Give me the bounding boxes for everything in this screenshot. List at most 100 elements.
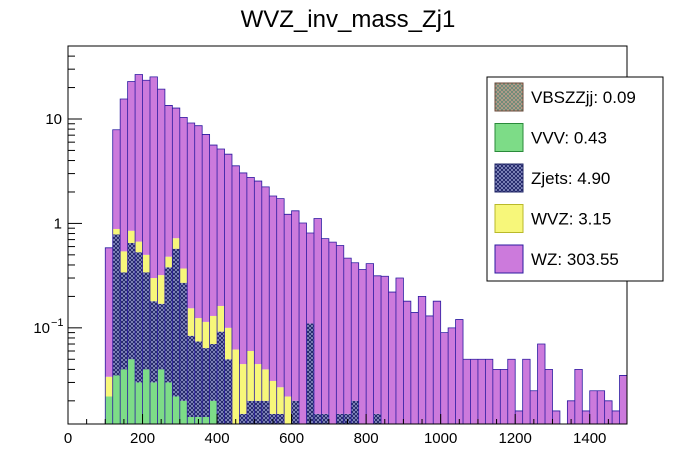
bar-wz-540 bbox=[269, 195, 277, 381]
bar-zjets-600 bbox=[291, 400, 300, 424]
bar-wz-360 bbox=[202, 134, 210, 322]
bar-wz-200 bbox=[142, 80, 150, 255]
bar-wz-220 bbox=[149, 76, 158, 279]
bar-wz-920 bbox=[410, 312, 419, 424]
bar-wz-1040 bbox=[455, 319, 464, 424]
bar-wz-580 bbox=[284, 214, 292, 397]
bar-wz-760 bbox=[351, 262, 359, 401]
bar-wvz-280 bbox=[172, 238, 180, 249]
bar-wz-440 bbox=[231, 165, 240, 350]
bar-zjets-480 bbox=[246, 400, 255, 424]
bar-wvz-140 bbox=[120, 251, 128, 273]
bar-wz-1360 bbox=[574, 369, 583, 424]
y-tick-label: 10 bbox=[33, 320, 50, 337]
bar-wz-1260 bbox=[537, 344, 546, 424]
series-vvv bbox=[105, 359, 218, 424]
bar-wz-1200 bbox=[515, 410, 523, 424]
bar-wvz-500 bbox=[254, 364, 262, 401]
bar-wz-1220 bbox=[522, 359, 531, 424]
bar-vvv-140 bbox=[120, 369, 128, 424]
x-tick-label: 800 bbox=[354, 430, 379, 447]
bar-wz-140 bbox=[120, 98, 128, 252]
bar-wz-160 bbox=[127, 81, 136, 231]
bar-vvv-100 bbox=[105, 396, 113, 424]
bar-wz-1060 bbox=[463, 359, 471, 424]
bar-wz-1480 bbox=[619, 375, 627, 424]
bar-wz-1400 bbox=[589, 390, 598, 424]
bar-wz-240 bbox=[157, 89, 165, 276]
bar-wz-680 bbox=[321, 238, 329, 414]
bar-wvz-460 bbox=[239, 364, 247, 414]
bar-zjets-280 bbox=[172, 248, 180, 397]
bar-wz-1100 bbox=[477, 359, 486, 424]
series-wvz bbox=[105, 228, 292, 424]
legend-swatch-vvv bbox=[494, 123, 524, 152]
bar-wz-1280 bbox=[545, 369, 553, 424]
bar-wz-120 bbox=[112, 129, 121, 229]
x-tick-label: 400 bbox=[205, 430, 230, 447]
bar-zjets-720 bbox=[336, 413, 344, 424]
x-tick-label: 200 bbox=[130, 430, 155, 447]
bar-wvz-340 bbox=[194, 318, 203, 342]
bar-wvz-220 bbox=[149, 278, 158, 302]
y-tick-exponent: −1 bbox=[51, 317, 64, 329]
bar-wz-840 bbox=[381, 276, 389, 424]
bar-zjets-400 bbox=[217, 331, 225, 424]
bar-wz-940 bbox=[418, 296, 426, 424]
bar-wz-1460 bbox=[612, 410, 620, 424]
bar-wvz-580 bbox=[284, 396, 292, 424]
bar-zjets-660 bbox=[313, 413, 322, 424]
bar-wz-1180 bbox=[507, 359, 516, 424]
bar-wvz-200 bbox=[142, 254, 150, 273]
bar-wvz-160 bbox=[127, 230, 136, 243]
bar-wz-900 bbox=[403, 301, 411, 424]
bar-zjets-180 bbox=[135, 252, 143, 383]
y-tick-label: 1 bbox=[54, 215, 62, 232]
plot-bars bbox=[97, 74, 628, 425]
bar-zjets-640 bbox=[306, 323, 314, 424]
bar-vvv-360 bbox=[202, 417, 210, 424]
bar-vvv-260 bbox=[164, 382, 173, 424]
bar-wz-1440 bbox=[604, 400, 613, 424]
bar-wz-1140 bbox=[492, 369, 501, 424]
bar-vvv-180 bbox=[135, 382, 143, 424]
series-zjets bbox=[112, 234, 382, 424]
bar-wz-800 bbox=[366, 263, 374, 424]
bar-wz-620 bbox=[299, 222, 307, 424]
bar-vvv-160 bbox=[127, 359, 136, 424]
bar-zjets-320 bbox=[187, 335, 195, 418]
bar-wz-960 bbox=[425, 315, 434, 424]
series-wz bbox=[105, 74, 627, 424]
bar-wz-260 bbox=[164, 105, 173, 257]
bar-wz-500 bbox=[254, 181, 262, 365]
bar-zjets-120 bbox=[112, 234, 121, 376]
bar-wvz-520 bbox=[261, 369, 270, 401]
bar-zjets-740 bbox=[343, 413, 352, 424]
bar-zjets-500 bbox=[254, 400, 262, 424]
bar-wz-660 bbox=[313, 218, 322, 414]
bar-wz-100 bbox=[105, 247, 113, 377]
bar-wvz-260 bbox=[164, 256, 173, 268]
bar-wz-820 bbox=[373, 275, 382, 414]
bar-zjets-340 bbox=[194, 341, 203, 418]
bar-wz-560 bbox=[276, 198, 285, 388]
legend-label-vbszzjj: VBSZZjj: 0.09 bbox=[531, 88, 636, 107]
bar-vvv-280 bbox=[172, 396, 180, 424]
legend-swatch-wz bbox=[494, 244, 524, 274]
bar-wz-880 bbox=[395, 278, 404, 424]
bar-wz-1080 bbox=[470, 359, 478, 424]
bar-zjets-160 bbox=[127, 242, 136, 360]
legend-swatch-zjets bbox=[494, 163, 524, 193]
bar-wz-280 bbox=[172, 108, 180, 239]
bar-wz-1300 bbox=[552, 410, 560, 424]
bar-wvz-540 bbox=[269, 380, 277, 414]
bar-wz-420 bbox=[224, 154, 232, 328]
bar-wvz-380 bbox=[209, 315, 218, 345]
bar-wz-400 bbox=[217, 148, 225, 306]
bar-zjets-760 bbox=[351, 400, 359, 424]
bar-wz-1120 bbox=[485, 359, 493, 424]
bar-zjets-420 bbox=[224, 359, 232, 424]
bar-wz-980 bbox=[433, 301, 441, 424]
legend-swatch-wvz bbox=[494, 204, 524, 233]
